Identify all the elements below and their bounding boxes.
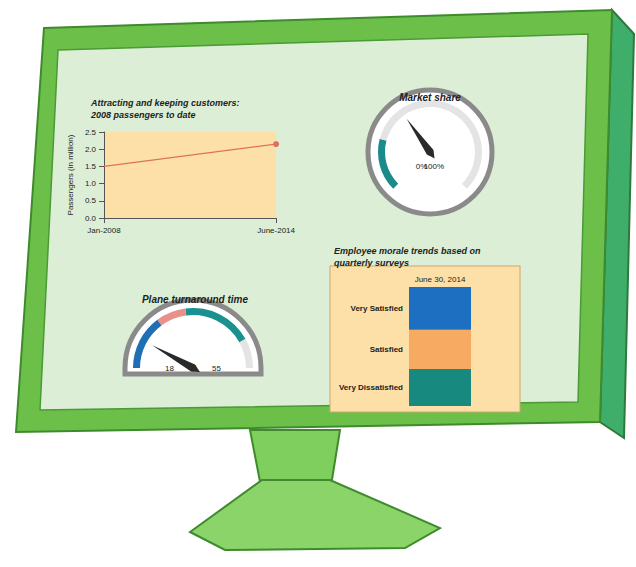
- svg-text:55: 55: [212, 364, 221, 373]
- svg-text:2008 passengers to date: 2008 passengers to date: [90, 110, 196, 120]
- svg-text:Market share: Market share: [399, 92, 461, 103]
- svg-text:Very Dissatisfied: Very Dissatisfied: [339, 383, 403, 392]
- svg-text:Satisfied: Satisfied: [370, 345, 403, 354]
- svg-text:2.5: 2.5: [85, 128, 97, 137]
- svg-text:0.5: 0.5: [85, 196, 97, 205]
- svg-text:18: 18: [165, 364, 174, 373]
- svg-text:quarterly surveys: quarterly surveys: [334, 258, 409, 268]
- svg-text:June-2014: June-2014: [257, 226, 295, 235]
- svg-text:June 30, 2014: June 30, 2014: [415, 275, 466, 284]
- svg-text:1.5: 1.5: [85, 162, 97, 171]
- svg-text:100%: 100%: [424, 162, 444, 171]
- svg-text:0%: 0%: [415, 161, 428, 171]
- svg-text:2.0: 2.0: [85, 145, 97, 154]
- svg-text:Very Satisfied: Very Satisfied: [351, 304, 404, 313]
- svg-text:0.0: 0.0: [85, 214, 97, 223]
- svg-text:1.0: 1.0: [85, 179, 97, 188]
- svg-text:Plane turnaround time: Plane turnaround time: [142, 294, 249, 305]
- svg-text:Employee morale trends based o: Employee morale trends based on: [334, 246, 483, 256]
- svg-text:Passengers (in million): Passengers (in million): [66, 134, 75, 215]
- svg-text:Jan-2008: Jan-2008: [87, 226, 121, 235]
- svg-text:Attracting and keeping custome: Attracting and keeping customers:: [90, 98, 242, 108]
